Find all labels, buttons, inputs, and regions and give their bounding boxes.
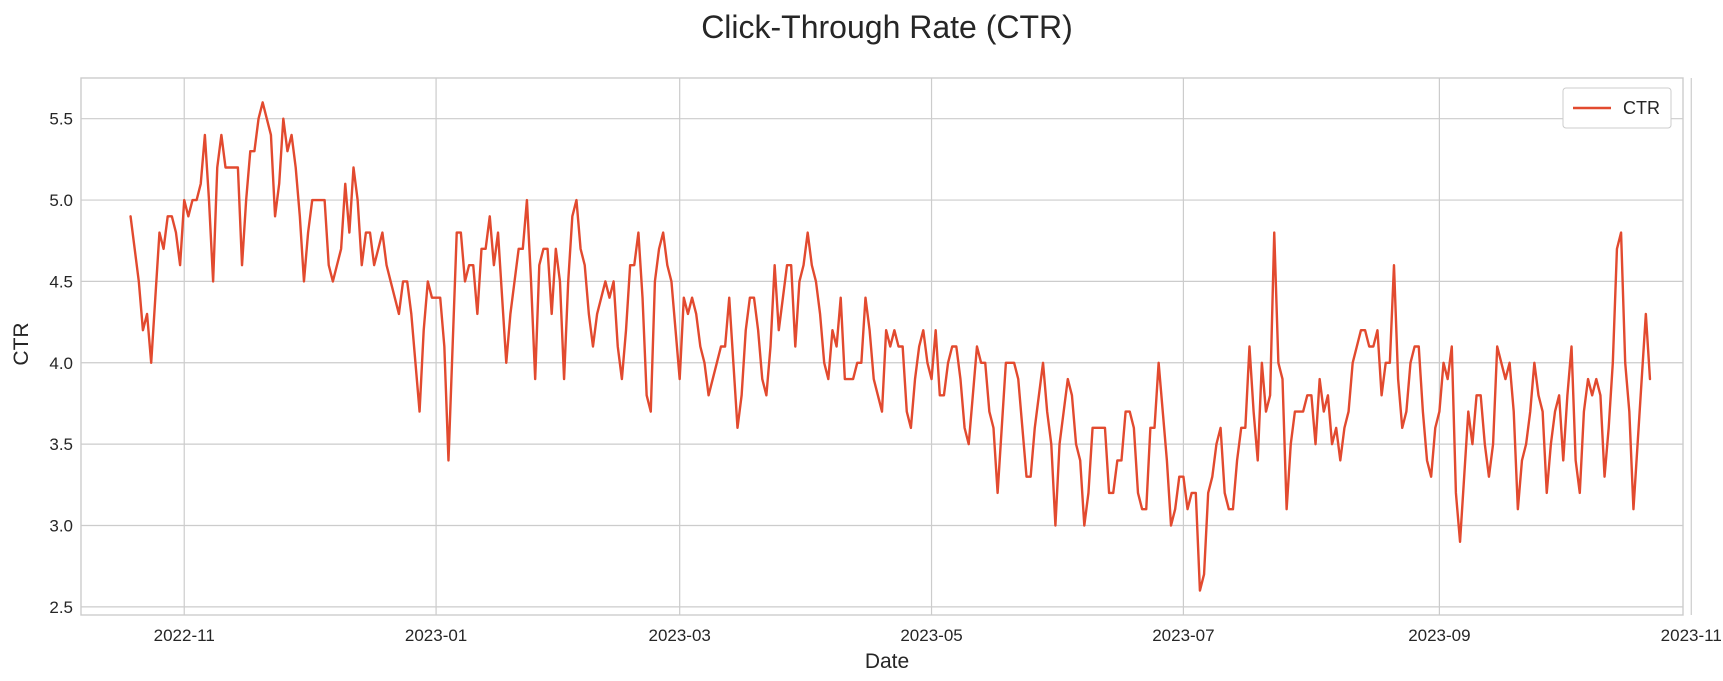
y-tick-label: 3.0 xyxy=(49,517,73,536)
series-line-ctr xyxy=(129,101,1652,592)
y-tick-label: 3.5 xyxy=(49,435,73,454)
y-axis-ticks: 2.5 3.0 3.5 4.0 4.5 5.0 5.5 xyxy=(49,110,73,617)
x-tick-label: 2023-05 xyxy=(900,626,962,645)
legend-box xyxy=(1562,87,1672,129)
y-axis-label: CTR xyxy=(10,322,33,365)
plot-frame xyxy=(80,77,1684,616)
x-tick-label: 2023-01 xyxy=(405,626,467,645)
plot-background xyxy=(81,78,1683,615)
x-tick-label: 2023-07 xyxy=(1152,626,1214,645)
y-tick-label: 4.0 xyxy=(49,354,73,373)
chart-title: Click-Through Rate (CTR) xyxy=(701,9,1073,45)
x-axis-label: Date xyxy=(865,650,909,673)
y-tick-label: 5.0 xyxy=(49,191,73,210)
legend: CTR xyxy=(1562,87,1672,129)
x-tick-label: 2023-09 xyxy=(1408,626,1470,645)
plot-area xyxy=(80,77,1692,616)
y-tick-label: 2.5 xyxy=(49,598,73,617)
series-group xyxy=(129,101,1652,592)
x-tick-label: 2022-11 xyxy=(154,626,215,645)
y-tick-label: 4.5 xyxy=(49,272,73,291)
x-tick-label: 2023-03 xyxy=(648,626,710,645)
x-axis-ticks: 2022-11 2023-01 2023-03 2023-05 2023-07 2023-… xyxy=(154,626,1722,645)
x-tick-label: 2023-11 xyxy=(1661,626,1722,645)
y-tick-label: 5.5 xyxy=(49,110,73,129)
legend-label-ctr: CTR xyxy=(1623,98,1660,118)
grid xyxy=(81,78,1692,615)
